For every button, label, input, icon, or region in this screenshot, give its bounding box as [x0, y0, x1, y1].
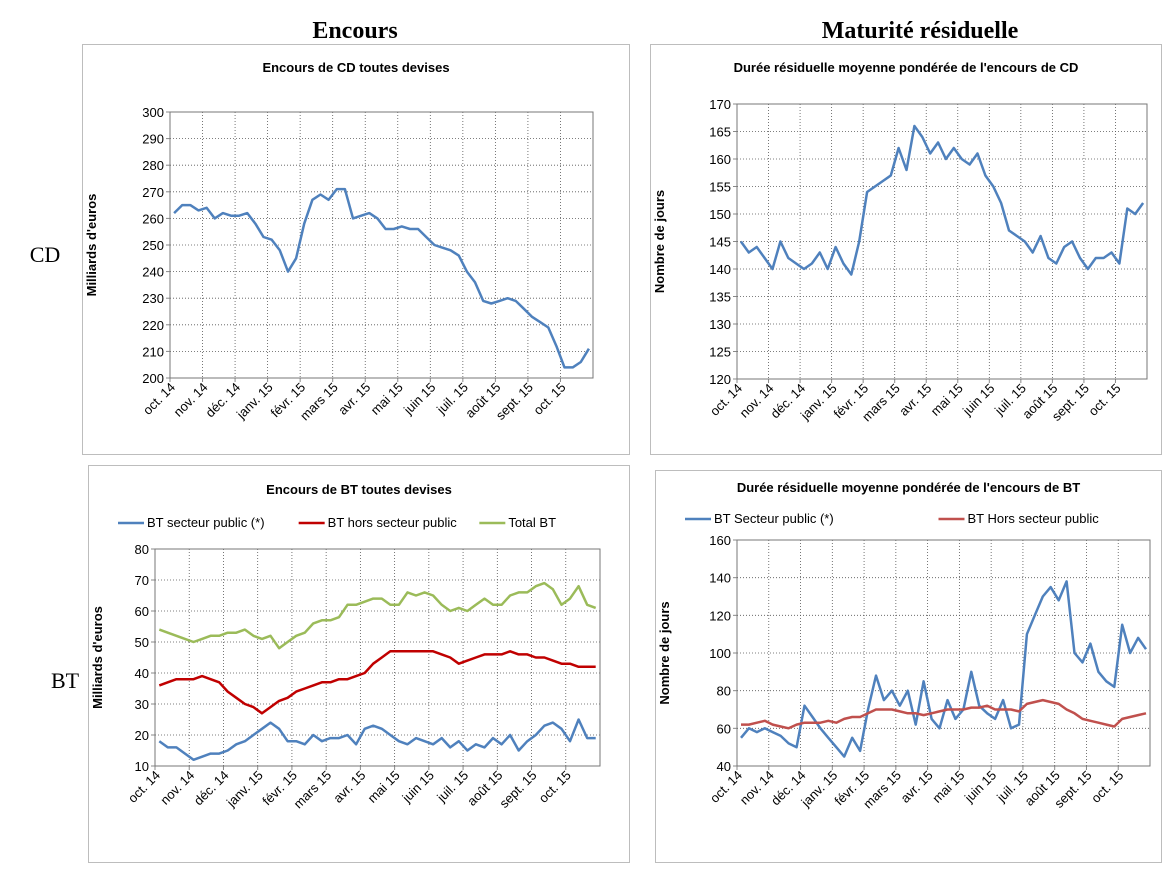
y-tick-label: 160 — [709, 152, 731, 167]
plot-frame — [736, 539, 1151, 767]
chart-title: Durée résiduelle moyenne pondérée de l'e… — [734, 60, 1079, 75]
chart-title: Durée résiduelle moyenne pondérée de l'e… — [737, 480, 1080, 495]
y-axis-label: Milliards d'euros — [90, 606, 105, 709]
y-tick-label: 200 — [142, 371, 164, 386]
legend-label: BT secteur public (*) — [147, 515, 265, 530]
y-tick-label: 220 — [142, 318, 164, 333]
y-tick-label: 50 — [135, 635, 149, 650]
chart-frame — [88, 465, 630, 863]
y-tick-label: 170 — [709, 97, 731, 112]
line — [158, 650, 596, 715]
y-tick-label: 160 — [709, 533, 731, 548]
y-tick-label: 10 — [135, 759, 149, 774]
y-axis-label: Milliards d'euros — [84, 194, 99, 297]
line — [158, 718, 596, 762]
y-tick-label: 140 — [709, 262, 731, 277]
y-tick-label: 20 — [135, 728, 149, 743]
row-label: CD — [30, 242, 61, 267]
y-tick-label: 120 — [709, 372, 731, 387]
y-tick-label: 60 — [135, 604, 149, 619]
chart-title: Encours de BT toutes devises — [266, 482, 452, 497]
y-tick-label: 250 — [142, 238, 164, 253]
y-tick-label: 270 — [142, 185, 164, 200]
y-tick-label: 135 — [709, 290, 731, 305]
plot-frame — [154, 548, 601, 767]
y-tick-label: 80 — [717, 684, 731, 699]
y-tick-label: 300 — [142, 105, 164, 120]
y-tick-label: 70 — [135, 573, 149, 588]
y-tick-label: 290 — [142, 132, 164, 147]
line — [173, 187, 590, 369]
y-tick-label: 100 — [709, 646, 731, 661]
y-tick-label: 230 — [142, 291, 164, 306]
legend-label: BT hors secteur public — [328, 515, 458, 530]
line — [740, 580, 1148, 758]
y-tick-label: 40 — [135, 666, 149, 681]
y-tick-label: 155 — [709, 180, 731, 195]
y-tick-label: 40 — [717, 759, 731, 774]
y-axis-label: Nombre de jours — [652, 190, 667, 293]
chart-frame — [82, 44, 630, 455]
y-axis-label: Nombre de jours — [657, 601, 672, 704]
plot-frame — [169, 111, 594, 379]
y-tick-label: 30 — [135, 697, 149, 712]
y-tick-label: 130 — [709, 317, 731, 332]
line — [741, 698, 1147, 730]
y-tick-label: 145 — [709, 235, 731, 250]
chart-frame — [655, 470, 1162, 863]
y-tick-label: 165 — [709, 125, 731, 140]
legend-label: BT Hors secteur public — [968, 511, 1100, 526]
y-tick-label: 260 — [142, 211, 164, 226]
y-tick-label: 60 — [717, 721, 731, 736]
y-tick-label: 125 — [709, 345, 731, 360]
legend-label: BT Secteur public (*) — [714, 511, 834, 526]
line — [739, 124, 1145, 276]
heading: Maturité résiduelle — [822, 18, 1019, 44]
y-tick-label: 280 — [142, 158, 164, 173]
y-tick-label: 210 — [142, 344, 164, 359]
y-tick-label: 80 — [135, 542, 149, 557]
plot-frame — [736, 103, 1148, 380]
y-tick-label: 140 — [709, 571, 731, 586]
y-tick-label: 120 — [709, 608, 731, 623]
row-label: BT — [51, 668, 80, 693]
legend-label: Total BT — [508, 515, 556, 530]
chart-title: Encours de CD toutes devises — [262, 60, 449, 75]
line — [158, 581, 597, 650]
heading: Encours — [312, 18, 397, 44]
y-tick-label: 150 — [709, 207, 731, 222]
y-tick-label: 240 — [142, 265, 164, 280]
